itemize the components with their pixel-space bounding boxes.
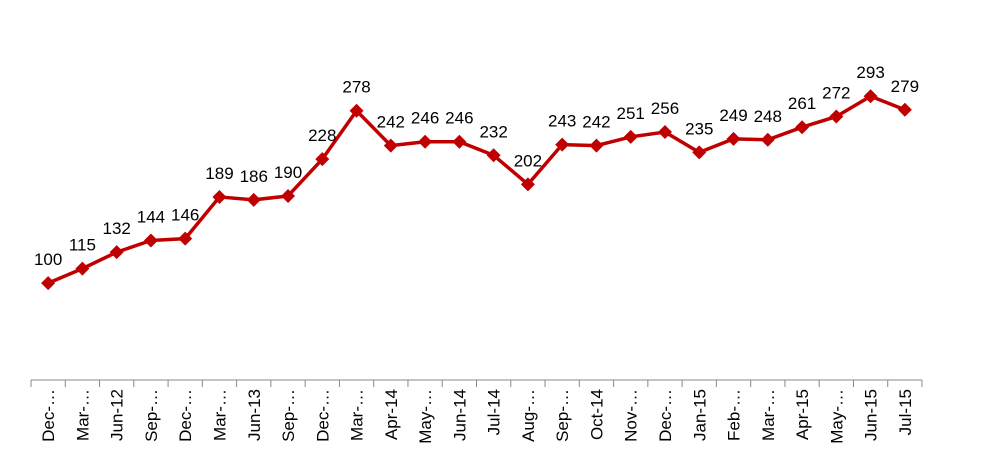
x-tick-label: Mar-… — [210, 389, 229, 441]
x-tick-label: May-… — [416, 389, 435, 444]
data-label: 248 — [754, 107, 782, 126]
data-label: 242 — [582, 113, 610, 132]
x-tick-label: Jun-15 — [862, 389, 881, 441]
data-label: 189 — [205, 164, 233, 183]
marker — [246, 192, 261, 207]
marker — [589, 138, 604, 153]
marker — [315, 152, 330, 167]
x-tick-label: Sep-… — [142, 389, 161, 442]
marker — [418, 134, 433, 149]
marker — [75, 261, 90, 276]
data-label: 144 — [137, 208, 165, 227]
marker — [555, 137, 570, 152]
data-label: 228 — [308, 126, 336, 145]
marker — [486, 148, 501, 163]
x-tick-label: Jul-15 — [896, 389, 915, 435]
data-label: 232 — [479, 122, 507, 141]
data-label: 115 — [69, 236, 96, 255]
marker — [726, 131, 741, 146]
data-label: 246 — [411, 109, 439, 128]
x-tick-label: Dec-… — [313, 389, 332, 442]
x-tick-label: Mar-… — [348, 389, 367, 441]
marker — [41, 276, 56, 291]
x-tick-label: Feb-… — [725, 389, 744, 441]
data-label: 278 — [342, 78, 370, 97]
data-label: 100 — [34, 250, 62, 269]
marker — [897, 102, 912, 117]
x-tick-label: Jan-15 — [690, 389, 709, 441]
data-label: 235 — [685, 119, 713, 138]
x-tick-label: Aug-… — [519, 389, 538, 442]
marker — [212, 189, 227, 204]
marker — [143, 233, 158, 248]
data-label: 243 — [548, 112, 576, 131]
x-tick-label: Dec-… — [656, 389, 675, 442]
data-label: 132 — [102, 219, 130, 238]
x-tick-label: Dec-… — [176, 389, 195, 442]
data-label: 190 — [274, 163, 302, 182]
data-label: 251 — [617, 104, 645, 123]
data-label: 279 — [891, 77, 919, 96]
x-tick-label: Mar-… — [759, 389, 778, 441]
data-label: 202 — [514, 151, 542, 170]
marker — [692, 145, 707, 160]
data-label: 242 — [377, 113, 405, 132]
data-label: 186 — [240, 167, 268, 186]
marker — [863, 89, 878, 104]
data-label: 256 — [651, 99, 679, 118]
x-tick-label: Oct-14 — [587, 389, 606, 440]
x-tick-label: Sep-… — [279, 389, 298, 442]
marker — [349, 103, 364, 118]
x-tick-label: Jun-14 — [450, 389, 469, 441]
x-tick-label: Apr-15 — [793, 389, 812, 440]
marker — [178, 231, 193, 246]
marker — [520, 177, 535, 192]
marker — [829, 109, 844, 124]
data-label: 146 — [171, 206, 199, 225]
marker — [760, 132, 775, 147]
x-tick-label: Sep-… — [553, 389, 572, 442]
marker — [795, 120, 810, 135]
marker — [281, 188, 296, 203]
x-tick-label: May-… — [827, 389, 846, 444]
x-tick-label: Jul-14 — [485, 389, 504, 435]
marker — [657, 125, 672, 140]
data-label: 293 — [856, 63, 884, 82]
x-tick-label: Nov-… — [622, 389, 641, 442]
marker — [623, 129, 638, 144]
data-label: 272 — [822, 84, 850, 103]
data-label: 261 — [788, 94, 816, 113]
x-tick-label: Jun-13 — [245, 389, 264, 441]
x-tick-label: Dec-… — [39, 389, 58, 442]
marker — [452, 134, 467, 149]
data-label: 246 — [445, 109, 473, 128]
x-tick-label: Jun-12 — [108, 389, 127, 441]
data-label: 249 — [719, 106, 747, 125]
x-tick-label: Apr-14 — [382, 389, 401, 440]
x-tick-label: Mar-… — [73, 389, 92, 441]
marker — [109, 245, 124, 260]
marker — [383, 138, 398, 153]
